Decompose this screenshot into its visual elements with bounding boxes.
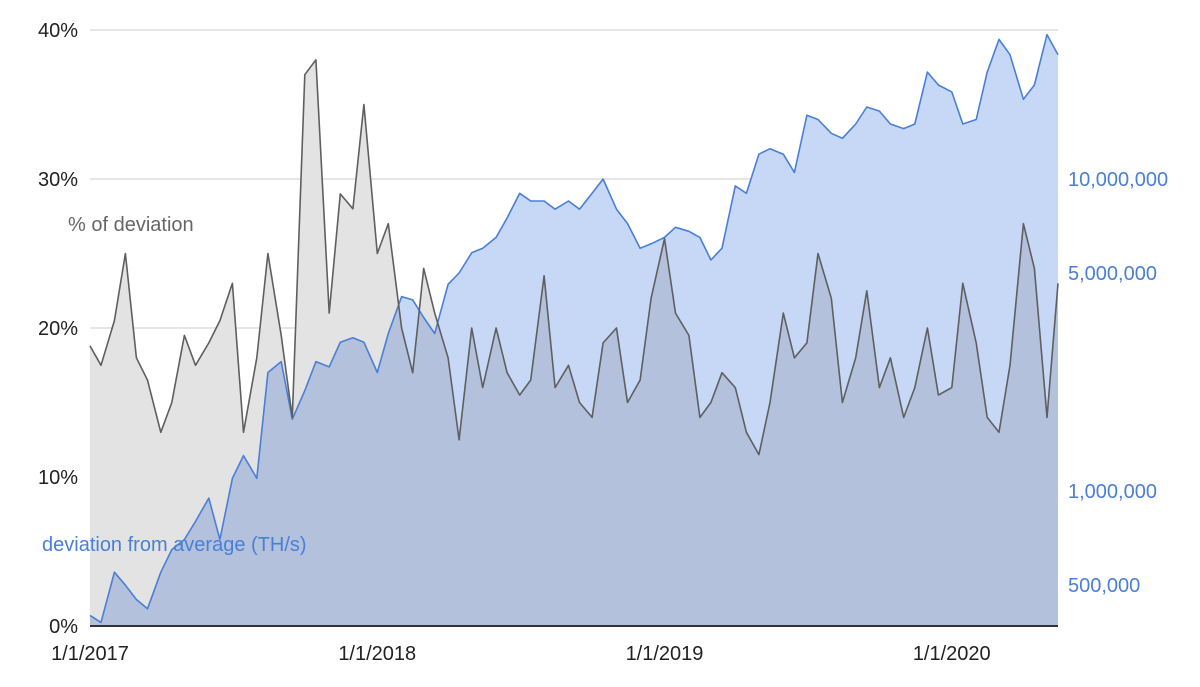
left-axis-tick-label: 20% (38, 318, 78, 340)
left-axis-ticks: 0% 10% 20% 30% 40% (38, 20, 78, 638)
right-axis-ticks: 500,000 1,000,000 5,000,000 10,000,000 (1068, 169, 1168, 597)
left-axis-tick-label: 0% (49, 616, 78, 638)
series-areas (90, 34, 1058, 627)
series-label-pct: % of deviation (68, 214, 194, 236)
left-axis-tick-label: 40% (38, 20, 78, 42)
x-axis-ticks: 1/1/2017 1/1/2018 1/1/2019 1/1/2020 (51, 643, 991, 665)
overlap-area (90, 59, 1058, 627)
right-axis-tick-label: 500,000 (1068, 575, 1140, 597)
series-lines (89, 33, 1059, 624)
left-axis-tick-label: 10% (38, 467, 78, 489)
ths-deviation-line (89, 33, 1059, 624)
right-axis-tick-label: 1,000,000 (1068, 481, 1157, 503)
x-axis-tick-label: 1/1/2018 (338, 643, 416, 665)
right-axis-tick-label: 5,000,000 (1068, 263, 1157, 285)
left-axis-tick-label: 30% (38, 169, 78, 191)
x-axis-tick-label: 1/1/2020 (913, 643, 991, 665)
x-axis-tick-label: 1/1/2017 (51, 643, 129, 665)
pct-deviation-line (89, 59, 1059, 456)
x-axis-tick-label: 1/1/2019 (626, 643, 704, 665)
series-label-ths: deviation from average (TH/s) (42, 534, 307, 556)
right-axis-tick-label: 10,000,000 (1068, 169, 1168, 191)
